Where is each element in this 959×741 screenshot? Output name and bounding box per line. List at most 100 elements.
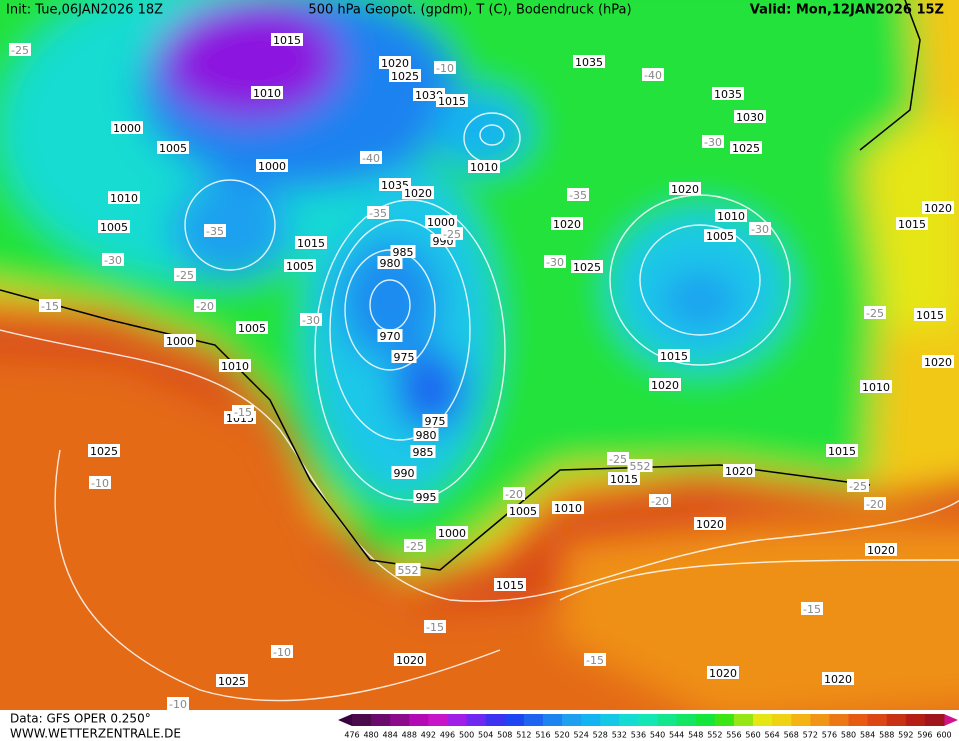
isobar-label-box xyxy=(422,414,448,427)
isobar-label-box xyxy=(734,110,766,123)
temperature-label-box xyxy=(642,68,664,81)
isobar-label-text: 1020 xyxy=(725,465,753,478)
temperature-label-text: -30 xyxy=(751,223,769,236)
isobar-label-box xyxy=(552,501,584,514)
temperature-label-box xyxy=(441,227,463,240)
colorbar-label: 596 xyxy=(917,731,932,740)
temperature-label: -25 xyxy=(441,227,463,241)
colorbar-swatch xyxy=(428,714,448,726)
colorbar-label: 600 xyxy=(936,731,951,740)
isobar-label-box xyxy=(494,578,526,591)
temperature-label-text: -15 xyxy=(234,406,252,419)
colorbar-swatch xyxy=(581,714,601,726)
colorbar-label: 552 xyxy=(707,731,722,740)
isobar-label-text: 975 xyxy=(394,351,415,364)
temperature-label-box xyxy=(567,188,589,201)
isobar-label: 1000 xyxy=(425,215,457,229)
temperature-label-text: -30 xyxy=(302,314,320,327)
isobar-label-box xyxy=(669,182,701,195)
temperature-label: -10 xyxy=(89,476,111,490)
colorbar-label: 556 xyxy=(726,731,741,740)
temperature-label-text: -30 xyxy=(546,256,564,269)
isobar-label-text: 1015 xyxy=(496,579,524,592)
isobar-label-text: 1020 xyxy=(381,57,409,70)
isobar-label-box xyxy=(256,159,288,172)
temperature-label: -10 xyxy=(434,61,456,75)
isobar-label-text: 1015 xyxy=(916,309,944,322)
colorbar-swatch xyxy=(905,714,926,726)
isobar-label-text: 1005 xyxy=(509,505,537,518)
colorbar-swatch xyxy=(562,714,582,726)
isobar-label-text: 1025 xyxy=(732,142,760,155)
temperature-label-box xyxy=(300,313,322,326)
colorbar-label: 512 xyxy=(516,731,531,740)
isobar-label-box xyxy=(707,666,739,679)
temperature-label-text: -15 xyxy=(586,654,604,667)
temperature-label-box xyxy=(424,620,446,633)
isobar-label-text: 1010 xyxy=(862,381,890,394)
isobar-label-text: 1000 xyxy=(166,335,194,348)
isobar-label-box xyxy=(649,378,681,391)
valid-time: Valid: Mon,12JAN2026 15Z xyxy=(750,3,944,18)
isobar-label-box xyxy=(551,217,583,230)
temperature-label: -30 xyxy=(544,255,566,269)
isobar-label: 1015 xyxy=(271,33,303,47)
isobar-label-text: 975 xyxy=(425,415,446,428)
isobar-label-text: 1020 xyxy=(404,187,432,200)
isobar-label-text: 980 xyxy=(416,429,437,442)
temperature-label: -15 xyxy=(39,299,61,313)
temperature-label-text: -25 xyxy=(11,44,29,57)
isobar-label: 980 xyxy=(413,428,439,442)
isobar-label: 1015 xyxy=(826,444,858,458)
colorbar-swatch xyxy=(791,714,811,726)
isobar-label-text: 1010 xyxy=(470,161,498,174)
isobar-label-box xyxy=(715,209,747,222)
temperature-label: -40 xyxy=(360,151,382,165)
isobar-label-text: 1025 xyxy=(218,675,246,688)
isobar-label: 1035 xyxy=(573,55,605,69)
colorbar-label: 500 xyxy=(459,731,474,740)
temperature-label-box xyxy=(801,602,823,615)
isobar-label: 1005 xyxy=(284,259,316,273)
temperature-label-box xyxy=(204,224,226,237)
colorbar-label: 564 xyxy=(764,731,779,740)
temperature-label-text: -25 xyxy=(176,269,194,282)
colorbar-label: 484 xyxy=(383,731,398,740)
colorbar-label: 544 xyxy=(669,731,684,740)
temperature-label: -25 xyxy=(847,479,869,493)
isobar-label: 1020 xyxy=(694,517,726,531)
isobar-label: 1010 xyxy=(219,359,251,373)
temperature-label: -30 xyxy=(702,135,724,149)
colorbar-label: 492 xyxy=(421,731,436,740)
isobar-label-box xyxy=(413,490,439,503)
temperature-label-box xyxy=(434,61,456,74)
isobar-label-text: 1000 xyxy=(258,160,286,173)
isobar-label: 970 xyxy=(377,329,403,343)
isobar-label: 980 xyxy=(377,256,403,270)
colorbar-swatch xyxy=(447,714,468,726)
temperature-label-text: -20 xyxy=(196,300,214,313)
colorbar-swatch xyxy=(371,714,391,726)
temperature-label: -35 xyxy=(204,224,226,238)
temperature-label-text: -15 xyxy=(41,300,59,313)
temperature-label-box xyxy=(89,476,111,489)
temperature-label-text: -15 xyxy=(426,621,444,634)
isobar-label-box xyxy=(164,334,196,347)
isobar-label-text: 1020 xyxy=(867,544,895,557)
colorbar-swatch xyxy=(619,714,639,726)
temperature-label-box xyxy=(864,306,886,319)
colorbar-label: 540 xyxy=(650,731,665,740)
isobar-label-text: 1000 xyxy=(438,527,466,540)
isobar-label: 1020 xyxy=(402,186,434,200)
colorbar-swatch xyxy=(733,714,754,726)
isobar-label-box xyxy=(410,445,436,458)
temperature-label-box xyxy=(847,479,869,492)
temperature-label: -25 xyxy=(404,539,426,553)
colorbar-label: 528 xyxy=(593,731,608,740)
isobar-label: 1015 xyxy=(896,217,928,231)
isobar-label-box xyxy=(436,526,468,539)
isobar-label: 1015 xyxy=(914,308,946,322)
isobar-label: 1020 xyxy=(723,464,755,478)
isobar-label: 1015 xyxy=(295,236,327,250)
